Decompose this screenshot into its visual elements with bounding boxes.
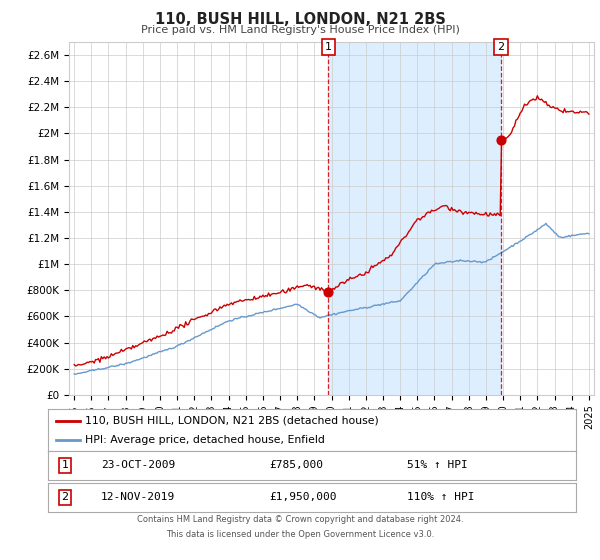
Text: 110, BUSH HILL, LONDON, N21 2BS (detached house): 110, BUSH HILL, LONDON, N21 2BS (detache…	[85, 416, 379, 426]
Text: 110, BUSH HILL, LONDON, N21 2BS: 110, BUSH HILL, LONDON, N21 2BS	[155, 12, 445, 27]
Text: 2: 2	[61, 492, 68, 502]
Text: Price paid vs. HM Land Registry's House Price Index (HPI): Price paid vs. HM Land Registry's House …	[140, 25, 460, 35]
Text: 12-NOV-2019: 12-NOV-2019	[101, 492, 175, 502]
Text: 1: 1	[61, 460, 68, 470]
Text: 23-OCT-2009: 23-OCT-2009	[101, 460, 175, 470]
Text: 1: 1	[325, 43, 332, 52]
Point	[496, 136, 506, 144]
Text: Contains HM Land Registry data © Crown copyright and database right 2024.: Contains HM Land Registry data © Crown c…	[137, 515, 463, 524]
Point	[323, 288, 333, 297]
Bar	[328, 42, 501, 395]
Text: 51% ↑ HPI: 51% ↑ HPI	[407, 460, 468, 470]
Text: This data is licensed under the Open Government Licence v3.0.: This data is licensed under the Open Gov…	[166, 530, 434, 539]
Text: £1,950,000: £1,950,000	[270, 492, 337, 502]
Text: HPI: Average price, detached house, Enfield: HPI: Average price, detached house, Enfi…	[85, 435, 325, 445]
Text: 2: 2	[497, 43, 505, 52]
Text: 110% ↑ HPI: 110% ↑ HPI	[407, 492, 475, 502]
Text: £785,000: £785,000	[270, 460, 324, 470]
